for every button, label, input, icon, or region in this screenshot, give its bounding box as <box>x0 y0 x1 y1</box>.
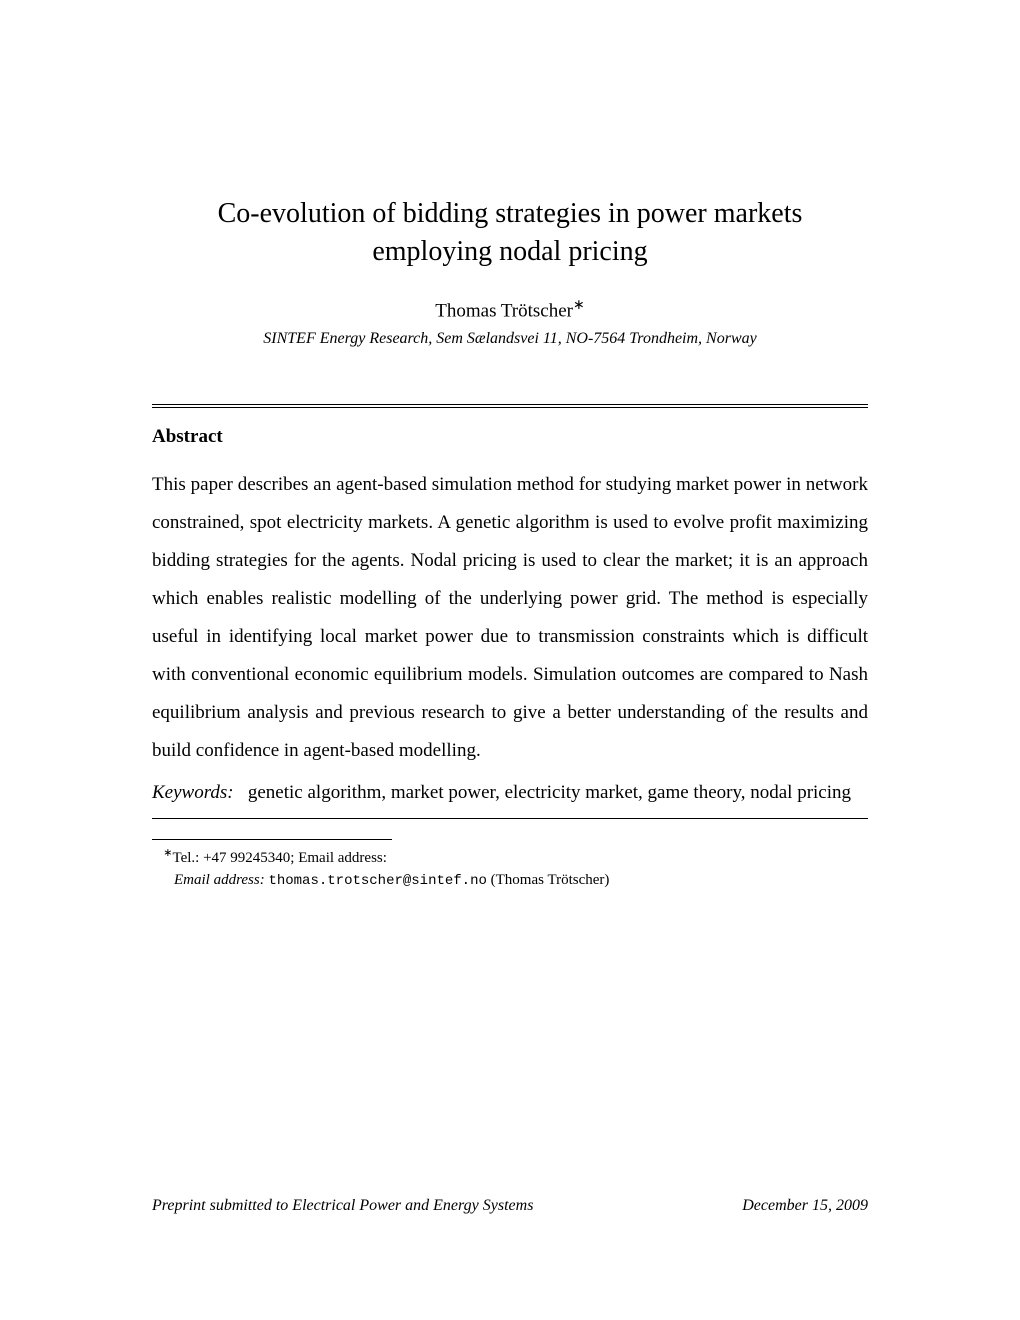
footnote-email-label: Email address: <box>174 872 265 888</box>
footnote-email: thomas.trotscher@sintef.no <box>268 873 486 889</box>
horizontal-rule-top <box>152 404 868 408</box>
page-container: Co-evolution of bidding strategies in po… <box>0 0 1020 891</box>
keywords-text: genetic algorithm, market power, electri… <box>248 782 851 803</box>
footnote-line-2: Email address: thomas.trotscher@sintef.n… <box>152 870 868 892</box>
title-line-2: employing nodal pricing <box>372 236 647 267</box>
abstract-body: This paper describes an agent-based simu… <box>152 466 868 770</box>
footer-journal: Preprint submitted to Electrical Power a… <box>152 1197 533 1215</box>
page-footer: Preprint submitted to Electrical Power a… <box>152 1197 868 1215</box>
footnote-block: ∗Tel.: +47 99245340; Email address: Emai… <box>152 846 868 892</box>
paper-title: Co-evolution of bidding strategies in po… <box>152 195 868 271</box>
footnote-tel: Tel.: +47 99245340; Email address: <box>172 850 386 866</box>
horizontal-rule-bottom <box>152 818 868 819</box>
footnote-separator <box>152 839 392 840</box>
abstract-heading: Abstract <box>152 426 868 448</box>
footnote-author-name: (Thomas Trötscher) <box>491 872 610 888</box>
author-affiliation: SINTEF Energy Research, Sem Sælandsvei 1… <box>152 330 868 348</box>
footer-date: December 15, 2009 <box>742 1197 868 1215</box>
author-marker: ∗ <box>573 298 585 313</box>
title-line-1: Co-evolution of bidding strategies in po… <box>218 198 803 229</box>
footnote-line-1: ∗Tel.: +47 99245340; Email address: <box>152 846 868 870</box>
keywords-label: Keywords: <box>152 782 234 803</box>
author-name: Thomas Trötscher∗ <box>152 297 868 322</box>
keywords-section: Keywords: genetic algorithm, market powe… <box>152 774 868 812</box>
